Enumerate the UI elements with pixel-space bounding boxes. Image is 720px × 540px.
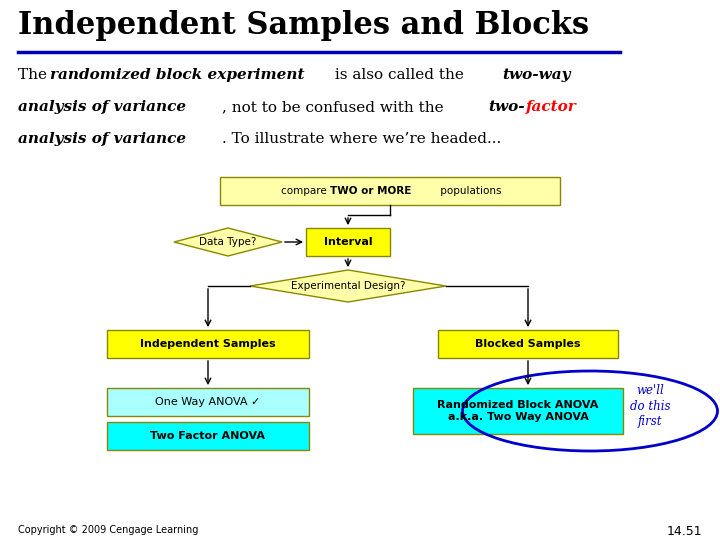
- Text: analysis of variance: analysis of variance: [18, 100, 186, 114]
- Polygon shape: [250, 270, 446, 302]
- Text: Data Type?: Data Type?: [199, 237, 257, 247]
- FancyBboxPatch shape: [107, 388, 309, 416]
- Text: factor: factor: [526, 100, 577, 114]
- FancyBboxPatch shape: [413, 388, 623, 434]
- Polygon shape: [174, 228, 282, 256]
- Text: , not to be confused with the: , not to be confused with the: [222, 100, 449, 114]
- FancyBboxPatch shape: [220, 177, 560, 205]
- Text: Two Factor ANOVA: Two Factor ANOVA: [150, 431, 266, 441]
- Text: Blocked Samples: Blocked Samples: [475, 339, 581, 349]
- Text: TWO or MORE: TWO or MORE: [330, 186, 411, 196]
- Text: two-way: two-way: [502, 68, 570, 82]
- Text: Interval: Interval: [324, 237, 372, 247]
- Text: Copyright © 2009 Cengage Learning: Copyright © 2009 Cengage Learning: [18, 525, 199, 535]
- Text: Independent Samples: Independent Samples: [140, 339, 276, 349]
- Text: One Way ANOVA ✓: One Way ANOVA ✓: [156, 397, 261, 407]
- Text: Experimental Design?: Experimental Design?: [291, 281, 405, 291]
- Text: 14.51: 14.51: [667, 525, 702, 538]
- Text: two-: two-: [488, 100, 525, 114]
- FancyBboxPatch shape: [107, 330, 309, 358]
- Text: Independent Samples and Blocks: Independent Samples and Blocks: [18, 10, 589, 41]
- Text: we'll
do this
first: we'll do this first: [630, 384, 670, 428]
- Text: randomized block experiment: randomized block experiment: [50, 68, 305, 82]
- Text: is also called the: is also called the: [330, 68, 469, 82]
- Text: analysis of variance: analysis of variance: [18, 132, 186, 146]
- Text: . To illustrate where we’re headed...: . To illustrate where we’re headed...: [222, 132, 501, 146]
- FancyBboxPatch shape: [306, 228, 390, 256]
- FancyBboxPatch shape: [107, 422, 309, 450]
- Text: Randomized Block ANOVA
a.k.a. Two Way ANOVA: Randomized Block ANOVA a.k.a. Two Way AN…: [437, 400, 599, 422]
- Text: populations: populations: [437, 186, 502, 196]
- Text: compare: compare: [281, 186, 330, 196]
- FancyBboxPatch shape: [438, 330, 618, 358]
- Text: The: The: [18, 68, 52, 82]
